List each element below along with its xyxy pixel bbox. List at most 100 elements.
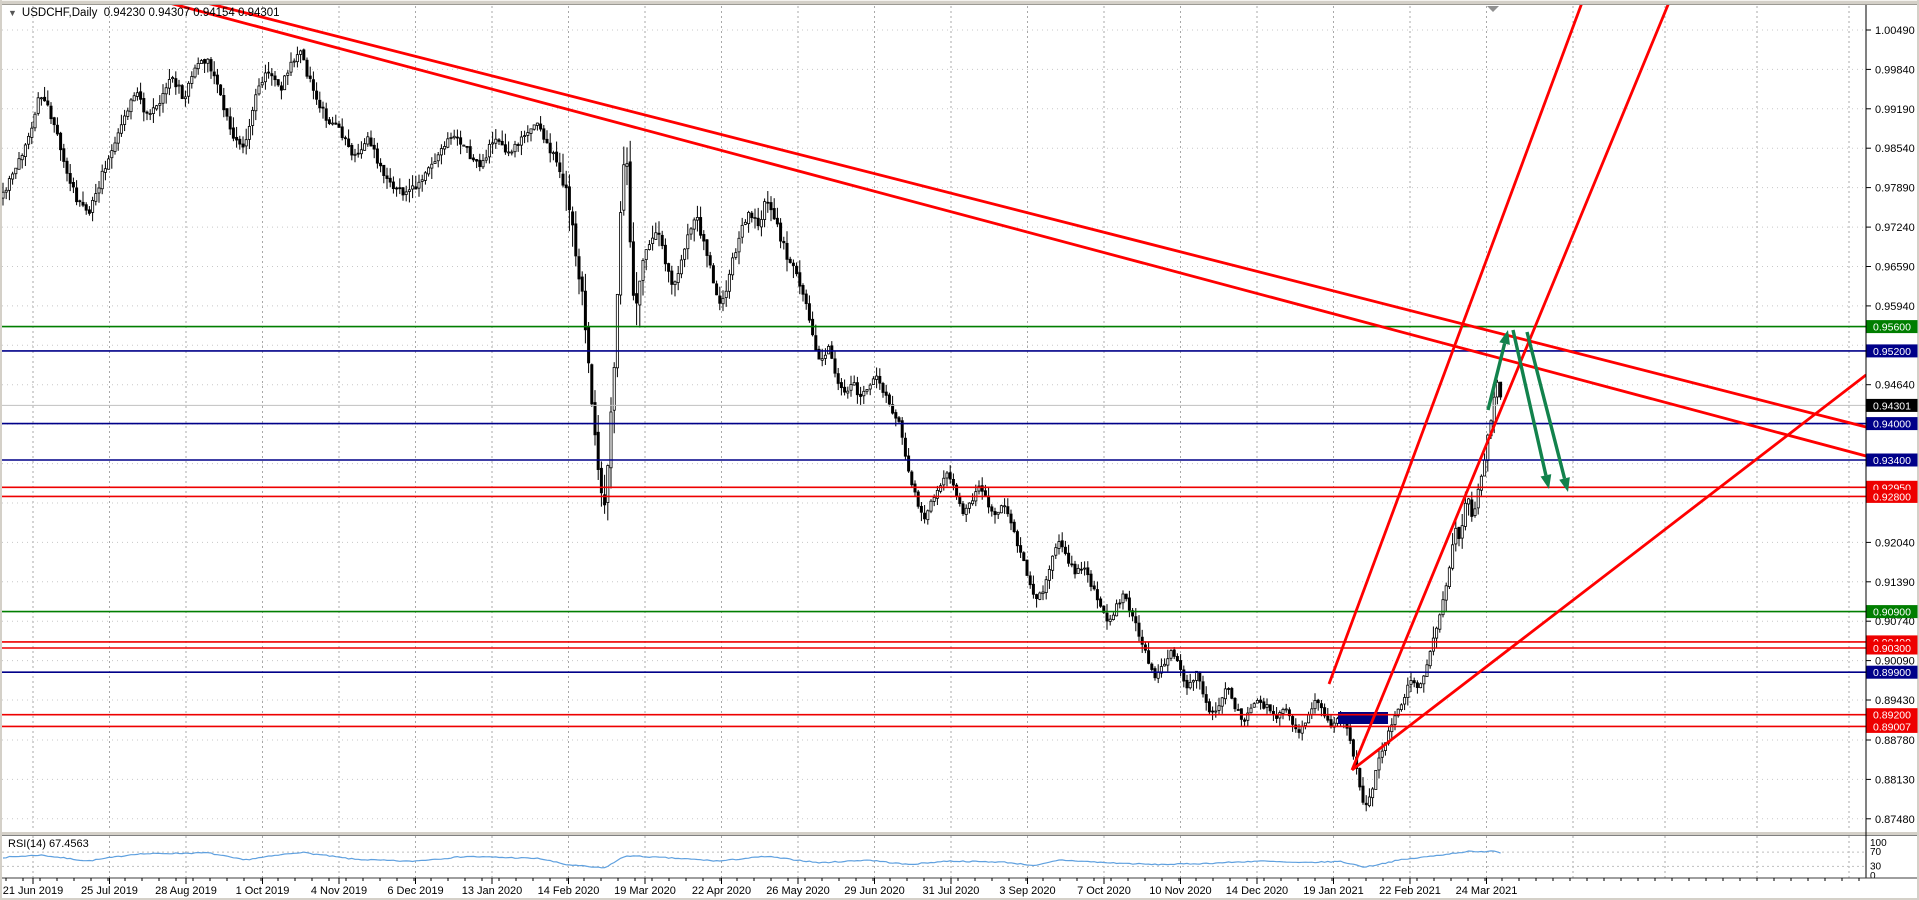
price-tick-label: 0.90740 [1875, 616, 1915, 628]
price-gridlines [2, 29, 1866, 820]
price-badge-0.92800 [1866, 489, 1918, 503]
price-tick-label: 0.96590 [1875, 262, 1915, 274]
ohlc-values: 0.94230 0.94307 0.94154 0.94301 [103, 7, 280, 19]
date-label: 1 Oct 2019 [236, 885, 290, 897]
price-tick-label: 0.88780 [1875, 735, 1915, 747]
price-tick-label: 0.89430 [1875, 695, 1915, 707]
rsi-indicator-label: RSI(14) 67.4563 [8, 838, 89, 850]
zone-rectangle [1338, 712, 1388, 724]
price-badge-label: 0.93400 [1873, 455, 1911, 467]
order-zone-rect[interactable] [1338, 712, 1388, 724]
date-label: 25 Jul 2019 [81, 885, 138, 897]
arrow-up-1[interactable] [1486, 343, 1507, 411]
date-label: 6 Dec 2019 [387, 885, 443, 897]
price-tick-label: 0.98540 [1875, 143, 1915, 155]
date-label: 4 Nov 2019 [311, 885, 367, 897]
trendline-3[interactable] [1327, 0, 1583, 685]
chart-background [2, 5, 1919, 878]
price-badge-0.90300 [1866, 641, 1918, 655]
price-tick-label: 0.87480 [1875, 814, 1915, 826]
price-badge-label: 0.95600 [1873, 322, 1911, 334]
price-badge-label: 0.90900 [1873, 607, 1911, 619]
price-badge-0.95200 [1866, 344, 1918, 358]
price-badge-label: 0.95200 [1873, 346, 1911, 358]
trendline-4[interactable] [1350, 0, 1670, 771]
price-tick-label: 0.99190 [1875, 104, 1915, 116]
price-badge-label: 0.94000 [1873, 419, 1911, 431]
price-tick-label: 0.95940 [1875, 301, 1915, 313]
price-tick-label: 0.99840 [1875, 64, 1915, 76]
date-label: 29 Jun 2020 [844, 885, 905, 897]
price-axis[interactable]: 1.00490 0.99840 0.99190 0.98540 0.97890 0.972… [1865, 5, 1915, 882]
price-tick-label: 0.97240 [1875, 222, 1915, 234]
window-bottom-border [0, 898, 1919, 900]
price-badge-0.89900 [1866, 665, 1918, 679]
rsi-gridlines [2, 836, 1866, 878]
window-right-border [1917, 0, 1919, 900]
arrow-down-2[interactable] [1511, 329, 1548, 476]
date-label: 10 Nov 2020 [1149, 885, 1211, 897]
price-tick-label: 0.91390 [1875, 577, 1915, 589]
candlestick-series [2, 46, 1503, 812]
date-label: 24 Mar 2021 [1456, 885, 1518, 897]
price-tick-label: 0.88130 [1875, 774, 1915, 786]
price-tick-label: 0.92040 [1875, 537, 1915, 549]
symbol-title: ▼ USDCHF,Daily 0.94230 0.94307 0.94154 0.… [8, 7, 280, 19]
date-label: 14 Feb 2020 [538, 885, 600, 897]
arrow-head-icon [1540, 474, 1552, 489]
arrow-head-icon [1559, 477, 1570, 492]
time-axis[interactable]: 21 Jun 2019 25 Jul 2019 28 Aug 2019 1 Oct 2… [2, 877, 1917, 898]
rsi-scale-label: 100 [1870, 838, 1887, 849]
date-label: 31 Jul 2020 [923, 885, 980, 897]
rsi-line [2, 850, 1501, 869]
time-gridlines [32, 6, 1850, 830]
price-tick-label: 0.97890 [1875, 183, 1915, 195]
price-level-badges: 0.956000.952000.943010.940000.934000.929… [1866, 320, 1918, 733]
price-badge-label: 0.94301 [1873, 400, 1911, 412]
price-tick-label: 0.90090 [1875, 656, 1915, 668]
price-badge-0.95600 [1866, 320, 1918, 334]
arrow-head-icon [1499, 330, 1510, 345]
date-label: 21 Jun 2019 [3, 885, 64, 897]
date-label: 28 Aug 2019 [155, 885, 217, 897]
price-tick-label: 1.00490 [1875, 25, 1915, 37]
window-left-border [0, 0, 2, 900]
date-label: 13 Jan 2020 [462, 885, 523, 897]
trendline-5[interactable] [1351, 373, 1866, 772]
price-badge-0.90900 [1866, 605, 1918, 619]
date-label: 7 Oct 2020 [1077, 885, 1131, 897]
date-label: 26 May 2020 [766, 885, 830, 897]
price-badge-0.89200 [1866, 708, 1918, 722]
rsi-pane-splitter[interactable] [2, 831, 1917, 836]
trendline-1[interactable] [195, 0, 1866, 429]
date-label: 3 Sep 2020 [999, 885, 1055, 897]
rsi-scale-label: 70 [1870, 847, 1882, 858]
last-bar-marker-icon [1487, 6, 1499, 12]
price-badge-label: 0.89900 [1873, 667, 1911, 679]
date-label: 19 Mar 2020 [614, 885, 676, 897]
price-badge-0.94301 [1866, 398, 1918, 412]
symbol-dropdown-icon[interactable]: ▼ [8, 8, 17, 18]
rsi-scale-label: 30 [1870, 861, 1882, 872]
price-badge-label: 0.89007 [1873, 721, 1911, 733]
price-badge-label: 0.92800 [1873, 491, 1911, 503]
projection-arrows[interactable] [1486, 329, 1570, 492]
support-resistance-lines[interactable] [2, 325, 1866, 728]
trendline-2[interactable] [158, 0, 1866, 458]
trendlines[interactable] [158, 0, 1866, 772]
price-tick-label: 0.94640 [1875, 380, 1915, 392]
date-label: 22 Apr 2020 [692, 885, 751, 897]
date-label: 14 Dec 2020 [1226, 885, 1288, 897]
window-top-border [0, 0, 1919, 5]
date-label: 22 Feb 2021 [1379, 885, 1441, 897]
price-badge-label: 0.90300 [1873, 643, 1911, 655]
price-badge-label: 0.89200 [1873, 710, 1911, 722]
date-label: 19 Jan 2021 [1303, 885, 1364, 897]
price-badge-0.93400 [1866, 453, 1918, 467]
price-badge-0.94000 [1866, 417, 1918, 431]
arrow-down-3[interactable] [1525, 331, 1567, 479]
symbol-name: USDCHF,Daily [21, 7, 98, 19]
rsi-scale-label: 0 [1870, 871, 1876, 882]
